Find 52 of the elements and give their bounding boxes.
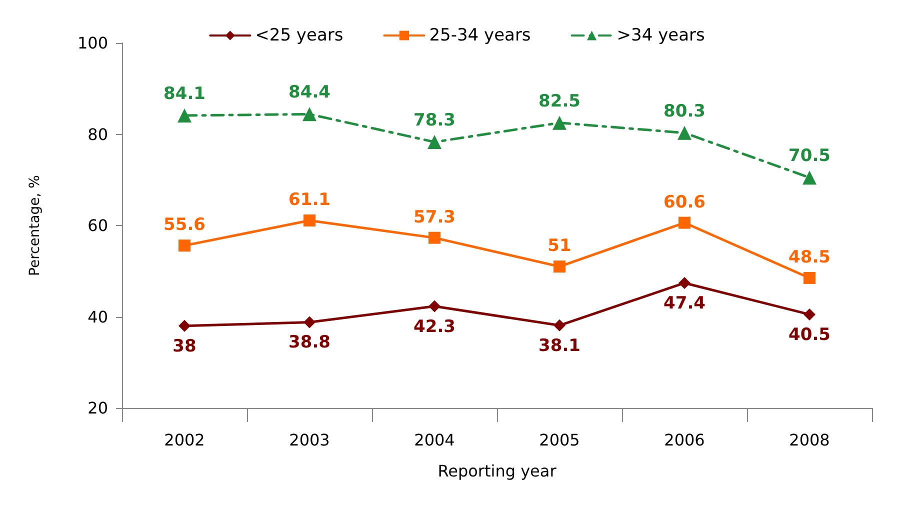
data-label: 55.6 [164,215,206,236]
data-label: 38.8 [288,332,330,353]
legend-label: <25 years [255,26,344,46]
point [178,108,192,123]
data-label: 70.5 [788,146,830,166]
data-label: 82.5 [538,91,580,112]
point [302,107,316,122]
point [554,260,566,273]
data-label: 60.6 [664,192,706,212]
y-tick-label: 40 [88,307,108,326]
data-label: 84.4 [288,82,331,103]
x-axis-title: Reporting year [438,462,557,480]
data-label: 80.3 [664,101,706,122]
x-tick-label: 2008 [789,430,830,450]
data-label: 84.1 [164,84,206,104]
point [678,276,690,289]
data-label: 48.5 [788,247,830,268]
x-tick-label: 2004 [414,430,455,450]
data-label: 38.1 [538,336,580,356]
legend-label: 25-34 years [429,26,531,46]
y-tick-label: 20 [88,398,108,418]
y-tick-label: 100 [77,34,108,52]
point [554,319,566,332]
point [304,316,316,328]
x-tick-label: 2005 [539,430,580,450]
point [178,240,190,252]
point [804,272,816,284]
x-tick-label: 2003 [289,430,330,450]
data-label: 61.1 [288,190,330,210]
data-label: 38 [172,336,196,356]
data-label: 78.3 [414,110,456,131]
point [804,308,816,320]
point [802,170,816,185]
point [178,320,190,332]
point [428,135,442,150]
y-tick-label: 60 [88,216,108,235]
data-label: 51 [548,236,572,256]
point [678,216,690,229]
x-tick-label: 2002 [164,430,205,450]
y-tick-label: 80 [88,124,108,144]
x-tick-label: 2006 [664,430,705,450]
point [552,116,566,130]
point [428,300,440,312]
legend-label: >34 years [616,26,705,46]
point [428,232,440,244]
data-label: 57.3 [414,207,456,228]
y-axis-title: Percentage, % [27,175,43,276]
point [304,214,316,226]
point [678,126,692,140]
data-label: 40.5 [788,324,830,345]
data-label: 47.4 [664,293,706,314]
data-label: 42.3 [414,316,456,337]
